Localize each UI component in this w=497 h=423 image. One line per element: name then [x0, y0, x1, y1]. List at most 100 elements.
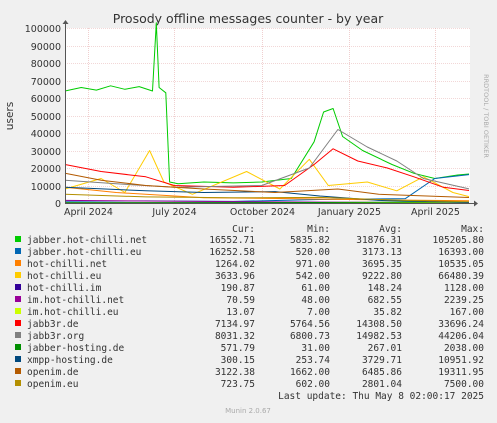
legend-value-min: 7.00 [307, 307, 330, 318]
munin-version: Munin 2.0.67 [225, 407, 271, 415]
legend-value-avg: 267.01 [368, 343, 403, 354]
legend-value-min: 520.00 [296, 247, 331, 258]
legend-series-name: hot-chilli.eu [27, 271, 101, 282]
legend-series-name: jabber.hot-chilli.net [27, 235, 147, 246]
legend-value-cur: 1264.02 [215, 259, 255, 270]
y-tick-label: 60000 [31, 94, 61, 105]
legend-value-avg: 14308.50 [356, 319, 402, 330]
legend-series-name: jabb3r.org [27, 331, 84, 342]
legend-swatch [15, 380, 21, 386]
legend-value-min: 5835.82 [290, 235, 330, 246]
legend-value-max: 2038.00 [444, 343, 484, 354]
y-tick-label: 80000 [31, 59, 61, 70]
legend-value-avg: 9222.80 [362, 271, 402, 282]
legend-value-avg: 6485.86 [362, 367, 402, 378]
chart-title: Prosody offline messages counter - by ye… [113, 11, 384, 26]
legend-series-name: hot-chilli.net [27, 259, 107, 270]
legend-col-max: Max: [461, 224, 484, 235]
rrdtool-watermark: RRDTOOL / TOBI OETIKER [482, 74, 490, 158]
legend-value-min: 31.00 [301, 343, 330, 354]
x-tick-label: October 2024 [230, 207, 295, 218]
legend-value-cur: 70.59 [226, 295, 255, 306]
last-update: Last update: Thu May 8 02:00:17 2025 [278, 391, 484, 402]
y-tick-labels: 0 10000 20000 30000 40000 50000 60000 70000 8000… [25, 24, 61, 210]
legend-series-name: im.hot-chilli.eu [27, 307, 119, 318]
legend-value-max: 1128.00 [444, 283, 484, 294]
legend-value-avg: 2801.04 [362, 379, 402, 390]
legend-value-min: 5764.56 [290, 319, 330, 330]
legend-value-cur: 571.79 [221, 343, 256, 354]
legend-value-max: 16393.00 [438, 247, 484, 258]
legend-value-max: 7500.00 [444, 379, 484, 390]
x-tick-label: April 2024 [64, 207, 113, 218]
legend-value-max: 105205.80 [433, 235, 485, 246]
y-tick-label: 10000 [31, 182, 61, 193]
legend-value-cur: 3122.38 [215, 367, 255, 378]
legend-value-max: 19311.95 [438, 367, 484, 378]
legend-value-avg: 35.82 [373, 307, 402, 318]
legend-value-max: 10951.92 [438, 355, 484, 366]
legend-swatch [15, 332, 21, 338]
legend-value-avg: 148.24 [368, 283, 403, 294]
legend-series-name: openim.de [27, 367, 79, 378]
y-tick-label: 100000 [25, 24, 61, 35]
legend-swatch [15, 272, 21, 278]
legend-value-max: 33696.24 [438, 319, 484, 330]
y-tick-label: 30000 [31, 147, 61, 158]
legend-value-cur: 13.07 [226, 307, 255, 318]
legend-value-min: 48.00 [301, 295, 330, 306]
legend-swatch [15, 296, 21, 302]
legend-series-name: jabber-hosting.de [27, 343, 125, 354]
x-tick-label: April 2025 [411, 207, 460, 218]
y-tick-label: 50000 [31, 112, 61, 123]
legend-value-max: 2239.25 [444, 295, 484, 306]
legend-value-min: 6800.73 [290, 331, 330, 342]
legend-swatch [15, 248, 21, 254]
legend-series-name: jabber.hot-chilli.eu [27, 247, 141, 258]
x-tick-label: January 2025 [317, 207, 381, 218]
legend-swatch [15, 368, 21, 374]
legend-swatch [15, 356, 21, 362]
legend-value-cur: 300.15 [221, 355, 255, 366]
y-tick-label: 70000 [31, 77, 61, 88]
legend-series-name: xmpp-hosting.de [27, 355, 113, 366]
x-tick-label: July 2024 [151, 207, 196, 218]
legend-col-avg: Avg: [379, 224, 402, 235]
legend-value-max: 66480.39 [438, 271, 484, 282]
legend-value-max: 10535.05 [438, 259, 484, 270]
legend-value-cur: 7134.97 [215, 319, 255, 330]
legend-value-min: 602.00 [296, 379, 331, 390]
legend-swatch [15, 260, 21, 266]
legend-value-min: 1662.00 [290, 367, 330, 378]
legend-col-min: Min: [307, 224, 330, 235]
legend-value-cur: 16552.71 [209, 235, 255, 246]
y-tick-label: 40000 [31, 129, 61, 140]
legend-swatch [15, 308, 21, 314]
legend-col-cur: Cur: [232, 224, 255, 235]
legend-swatch [15, 344, 21, 350]
legend-value-min: 253.74 [296, 355, 331, 366]
legend-value-min: 61.00 [301, 283, 330, 294]
legend-swatch [15, 236, 21, 242]
y-tick-label: 0 [55, 199, 61, 210]
legend-value-max: 167.00 [450, 307, 485, 318]
legend-swatch [15, 284, 21, 290]
legend-series-name: jabb3r.de [27, 319, 79, 330]
legend-value-min: 542.00 [296, 271, 331, 282]
legend-value-cur: 3633.96 [215, 271, 255, 282]
legend-value-avg: 14982.53 [356, 331, 402, 342]
legend-value-avg: 682.55 [368, 295, 402, 306]
y-tick-label: 20000 [31, 164, 61, 175]
y-tick-label: 90000 [31, 42, 61, 53]
legend-value-cur: 190.87 [221, 283, 255, 294]
y-axis-label: users [4, 102, 16, 130]
legend-value-cur: 16252.58 [209, 247, 255, 258]
legend-value-avg: 3695.35 [362, 259, 402, 270]
plot-area [65, 28, 470, 203]
legend-value-avg: 3173.13 [362, 247, 402, 258]
legend-value-avg: 3729.71 [362, 355, 402, 366]
legend-value-avg: 31876.31 [356, 235, 402, 246]
legend-series-name: im.hot-chilli.net [27, 295, 124, 306]
